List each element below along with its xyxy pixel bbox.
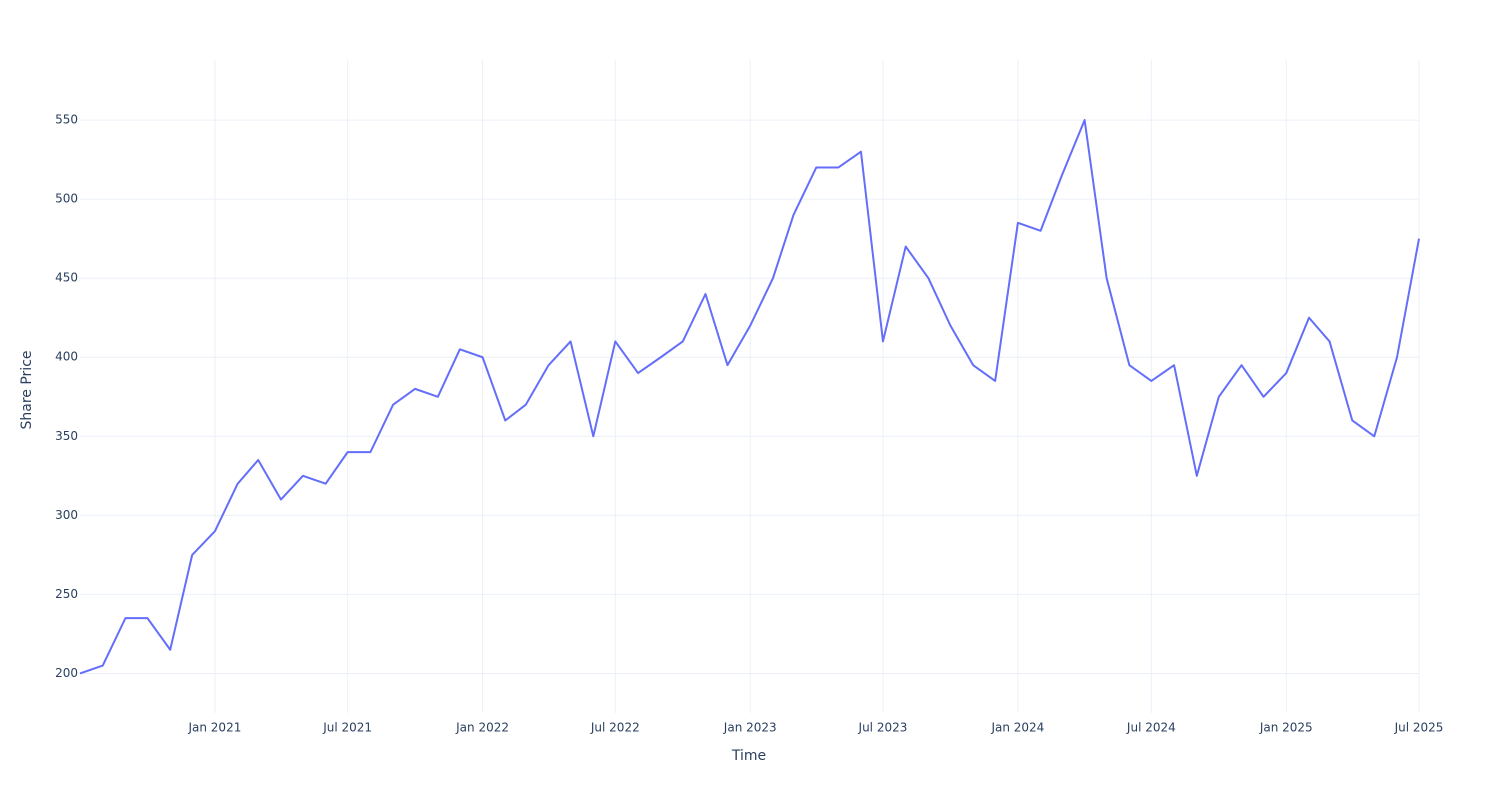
x-tick-label: Jul 2021 [322, 721, 372, 735]
x-tick-label: Jan 2025 [1259, 721, 1313, 735]
y-tick-label: 500 [55, 192, 78, 206]
x-tick-label: Jul 2025 [1394, 721, 1444, 735]
y-tick-label: 450 [55, 271, 78, 285]
y-tick-label: 400 [55, 350, 78, 364]
y-tick-label: 300 [55, 508, 78, 522]
x-axis-title: Time [731, 748, 766, 764]
x-tick-label: Jan 2024 [990, 721, 1044, 735]
x-tick-label: Jan 2021 [187, 721, 241, 735]
x-tick-label: Jul 2022 [590, 721, 640, 735]
y-tick-label: 350 [55, 429, 78, 443]
y-tick-label: 200 [55, 666, 78, 680]
y-tick-label: 550 [55, 113, 78, 127]
line [79, 119, 1420, 675]
x-tick-label: Jan 2023 [723, 721, 777, 735]
y-tick-label: 250 [55, 587, 78, 601]
y-axis-title: Share Price [19, 350, 35, 429]
x-tick-label: Jul 2023 [858, 721, 908, 735]
x-tick-label: Jan 2022 [455, 721, 509, 735]
x-tick-label: Jul 2024 [1126, 721, 1176, 735]
